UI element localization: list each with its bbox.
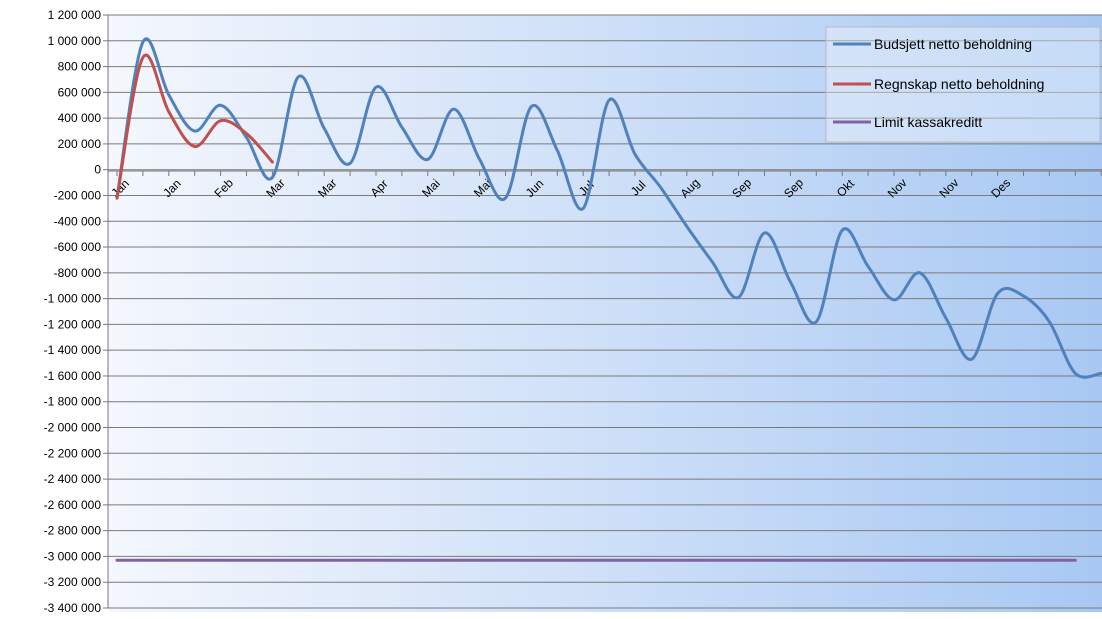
y-tick-label: -2 400 000 (44, 472, 102, 486)
y-tick-label: 1 200 000 (48, 8, 102, 22)
y-tick-label: -3 400 000 (44, 601, 102, 615)
y-axis: 1 200 000 1 000 000 800 000 600 000 400 000 2… (44, 8, 109, 615)
gridlines (108, 14, 1102, 609)
y-tick-label: -1 400 000 (44, 343, 102, 357)
y-tick-label: -2 600 000 (44, 498, 102, 512)
series-budsjett-line (115, 37, 1102, 379)
y-tick-label: 400 000 (58, 111, 102, 125)
y-tick-label: -1 600 000 (44, 369, 102, 383)
legend-label-limit: Limit kassakreditt (874, 114, 982, 130)
y-tick-label: 600 000 (58, 85, 102, 99)
legend: Budsjett netto beholdning Regnskap netto… (825, 26, 1101, 143)
y-tick-label: -400 000 (54, 214, 102, 228)
y-tick-label: -3 200 000 (44, 575, 102, 589)
y-tick-label: 800 000 (58, 60, 102, 74)
series-lines (115, 37, 1102, 562)
y-tick-label: -2 200 000 (44, 446, 102, 460)
y-tick-label: -2 800 000 (44, 524, 102, 538)
y-tick-label: -800 000 (54, 266, 102, 280)
y-tick-label: -3 000 000 (44, 549, 102, 563)
y-tick-label: -600 000 (54, 240, 102, 254)
y-tick-label: -2 000 000 (44, 421, 102, 435)
y-tick-label: -1 200 000 (44, 317, 102, 331)
y-tick-label: -200 000 (54, 188, 102, 202)
series-regnskap-line (115, 53, 274, 200)
y-tick-label: -1 000 000 (44, 292, 102, 306)
legend-box (825, 26, 1101, 143)
y-tick-label: -1 800 000 (44, 395, 102, 409)
legend-label-budsjett: Budsjett netto beholdning (874, 36, 1032, 52)
legend-label-regnskap: Regnskap netto beholdning (874, 76, 1044, 92)
y-tick-label: 1 000 000 (48, 34, 102, 48)
y-tick-label: 200 000 (58, 137, 102, 151)
y-tick-label: 0 (94, 163, 101, 177)
